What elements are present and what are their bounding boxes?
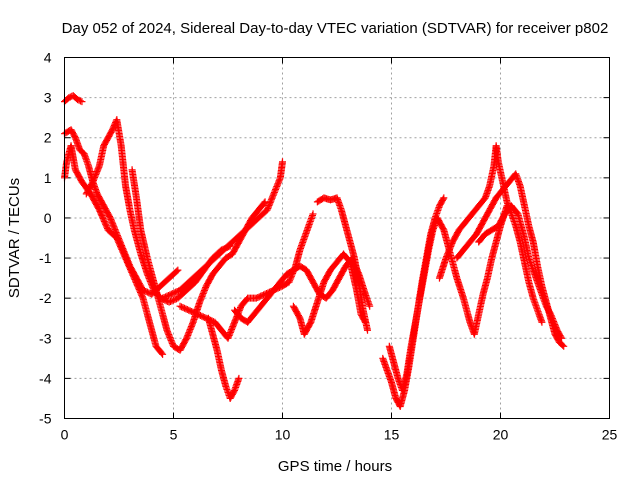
data-point [235,374,243,382]
data-point [440,194,448,202]
y-tick-label: 2 [44,130,52,146]
y-tick-label: 0 [44,210,52,226]
y-tick-label: -4 [39,370,52,386]
y-axis-title: SDTVAR / TECUs [6,178,23,298]
data-point [560,342,568,350]
data-point [138,293,146,301]
y-axis-tick-labels: -5 -4 -3 -2 -1 0 1 2 3 4 [39,50,52,427]
x-tick-label: 5 [170,427,178,443]
data-point [158,349,166,357]
data-point [174,266,182,274]
x-tick-label: 15 [384,427,400,443]
x-axis-title: GPS time / hours [278,458,392,475]
y-tick-label: 4 [44,50,52,66]
data-point [366,302,374,310]
y-tick-label: 1 [44,170,52,186]
x-tick-label: 10 [275,427,291,443]
y-tick-label: 3 [44,90,52,106]
data-point [173,267,181,275]
data-point [78,98,86,106]
data-point [558,334,566,342]
data-points [61,92,568,410]
data-point [309,210,317,218]
chart-title: Day 052 of 2024, Sidereal Day-to-day VTE… [62,20,609,37]
data-point [261,198,269,206]
data-point [559,341,567,349]
data-point [538,318,546,326]
data-point [260,199,268,207]
data-point [557,333,565,341]
data-point [279,158,286,166]
x-tick-label: 0 [61,427,69,443]
y-tick-label: -5 [39,411,52,427]
data-point [76,97,84,105]
data-point [159,350,167,358]
x-axis-tick-labels: 0 5 10 15 20 25 [61,427,618,443]
x-tick-label: 25 [602,427,618,443]
x-tick-label: 20 [493,427,509,443]
data-point [364,326,372,334]
y-tick-label: -1 [39,250,52,266]
y-tick-label: -2 [39,290,52,306]
y-tick-label: -3 [39,330,52,346]
plot-frame [64,57,610,419]
data-point [439,195,447,203]
